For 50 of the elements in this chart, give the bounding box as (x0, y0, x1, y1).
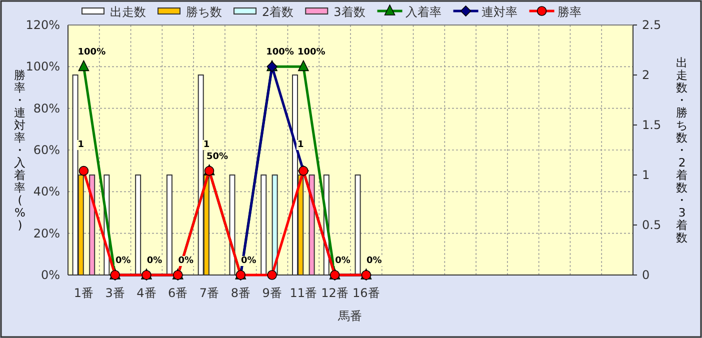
x-tick-label: 16番 (352, 286, 380, 300)
point (78, 166, 89, 176)
y-tick-label: 80% (33, 101, 60, 116)
y2-tick-label: 1.5 (642, 118, 662, 132)
y-tick-label: 20% (33, 226, 60, 240)
y2-tick-label: 2 (642, 68, 650, 82)
point (78, 60, 90, 72)
data-label: 1 (78, 140, 84, 150)
data-label: 0% (115, 256, 131, 266)
legend-label: 3着数 (334, 5, 366, 19)
data-label: 100% (78, 48, 106, 58)
x-tick-label: 11番 (290, 286, 318, 300)
x-tick-label: 3番 (105, 286, 125, 300)
y2-tick-label: 1 (642, 168, 650, 182)
y-tick-label: 0% (40, 268, 60, 282)
text: 勝率・連対率・入着率(%) (14, 68, 26, 232)
data-label: 100% (266, 48, 294, 58)
x-tick-label: 8番 (230, 286, 250, 300)
data-label: 50% (206, 152, 228, 162)
data-label: 100% (298, 48, 326, 58)
legend-label: 入着率 (405, 5, 442, 19)
legend-label: 2着数 (262, 5, 294, 19)
x-tick-label: 7番 (199, 286, 220, 300)
x-tick-label: 6番 (168, 286, 188, 300)
legend-label: 勝ち数 (186, 5, 222, 19)
y2-tick-label: 0 (642, 268, 650, 282)
data-label: 1 (203, 140, 210, 150)
data-label: 0% (146, 256, 162, 266)
x-axis-title: 馬番 (337, 309, 362, 323)
point (298, 60, 309, 72)
y2-tick-label: 0.5 (642, 218, 662, 232)
data-label: 0% (241, 256, 256, 266)
y2-tick-label: 2.5 (642, 18, 662, 32)
legend-label: 連対率 (481, 5, 518, 19)
y-tick-label: 60% (33, 143, 60, 157)
point (267, 270, 277, 280)
data-label: 0% (178, 256, 194, 266)
legend-label: 出走数 (110, 5, 146, 19)
data-label: 0% (366, 256, 382, 266)
y-tick-label: 100% (26, 60, 60, 74)
text: 出走数・勝ち数・2着数・3着数 (676, 55, 688, 244)
x-tick-label: 1番 (74, 286, 94, 300)
x-tick-label: 12番 (321, 286, 348, 300)
data-label: 0% (335, 256, 350, 266)
y-tick-label: 120% (26, 18, 60, 32)
y-tick-label: 40% (33, 184, 60, 199)
x-tick-label: 4番 (136, 286, 156, 300)
data-label: 1 (297, 140, 304, 150)
x-tick-label: 9番 (262, 286, 282, 300)
legend-label: 勝率 (557, 5, 582, 19)
